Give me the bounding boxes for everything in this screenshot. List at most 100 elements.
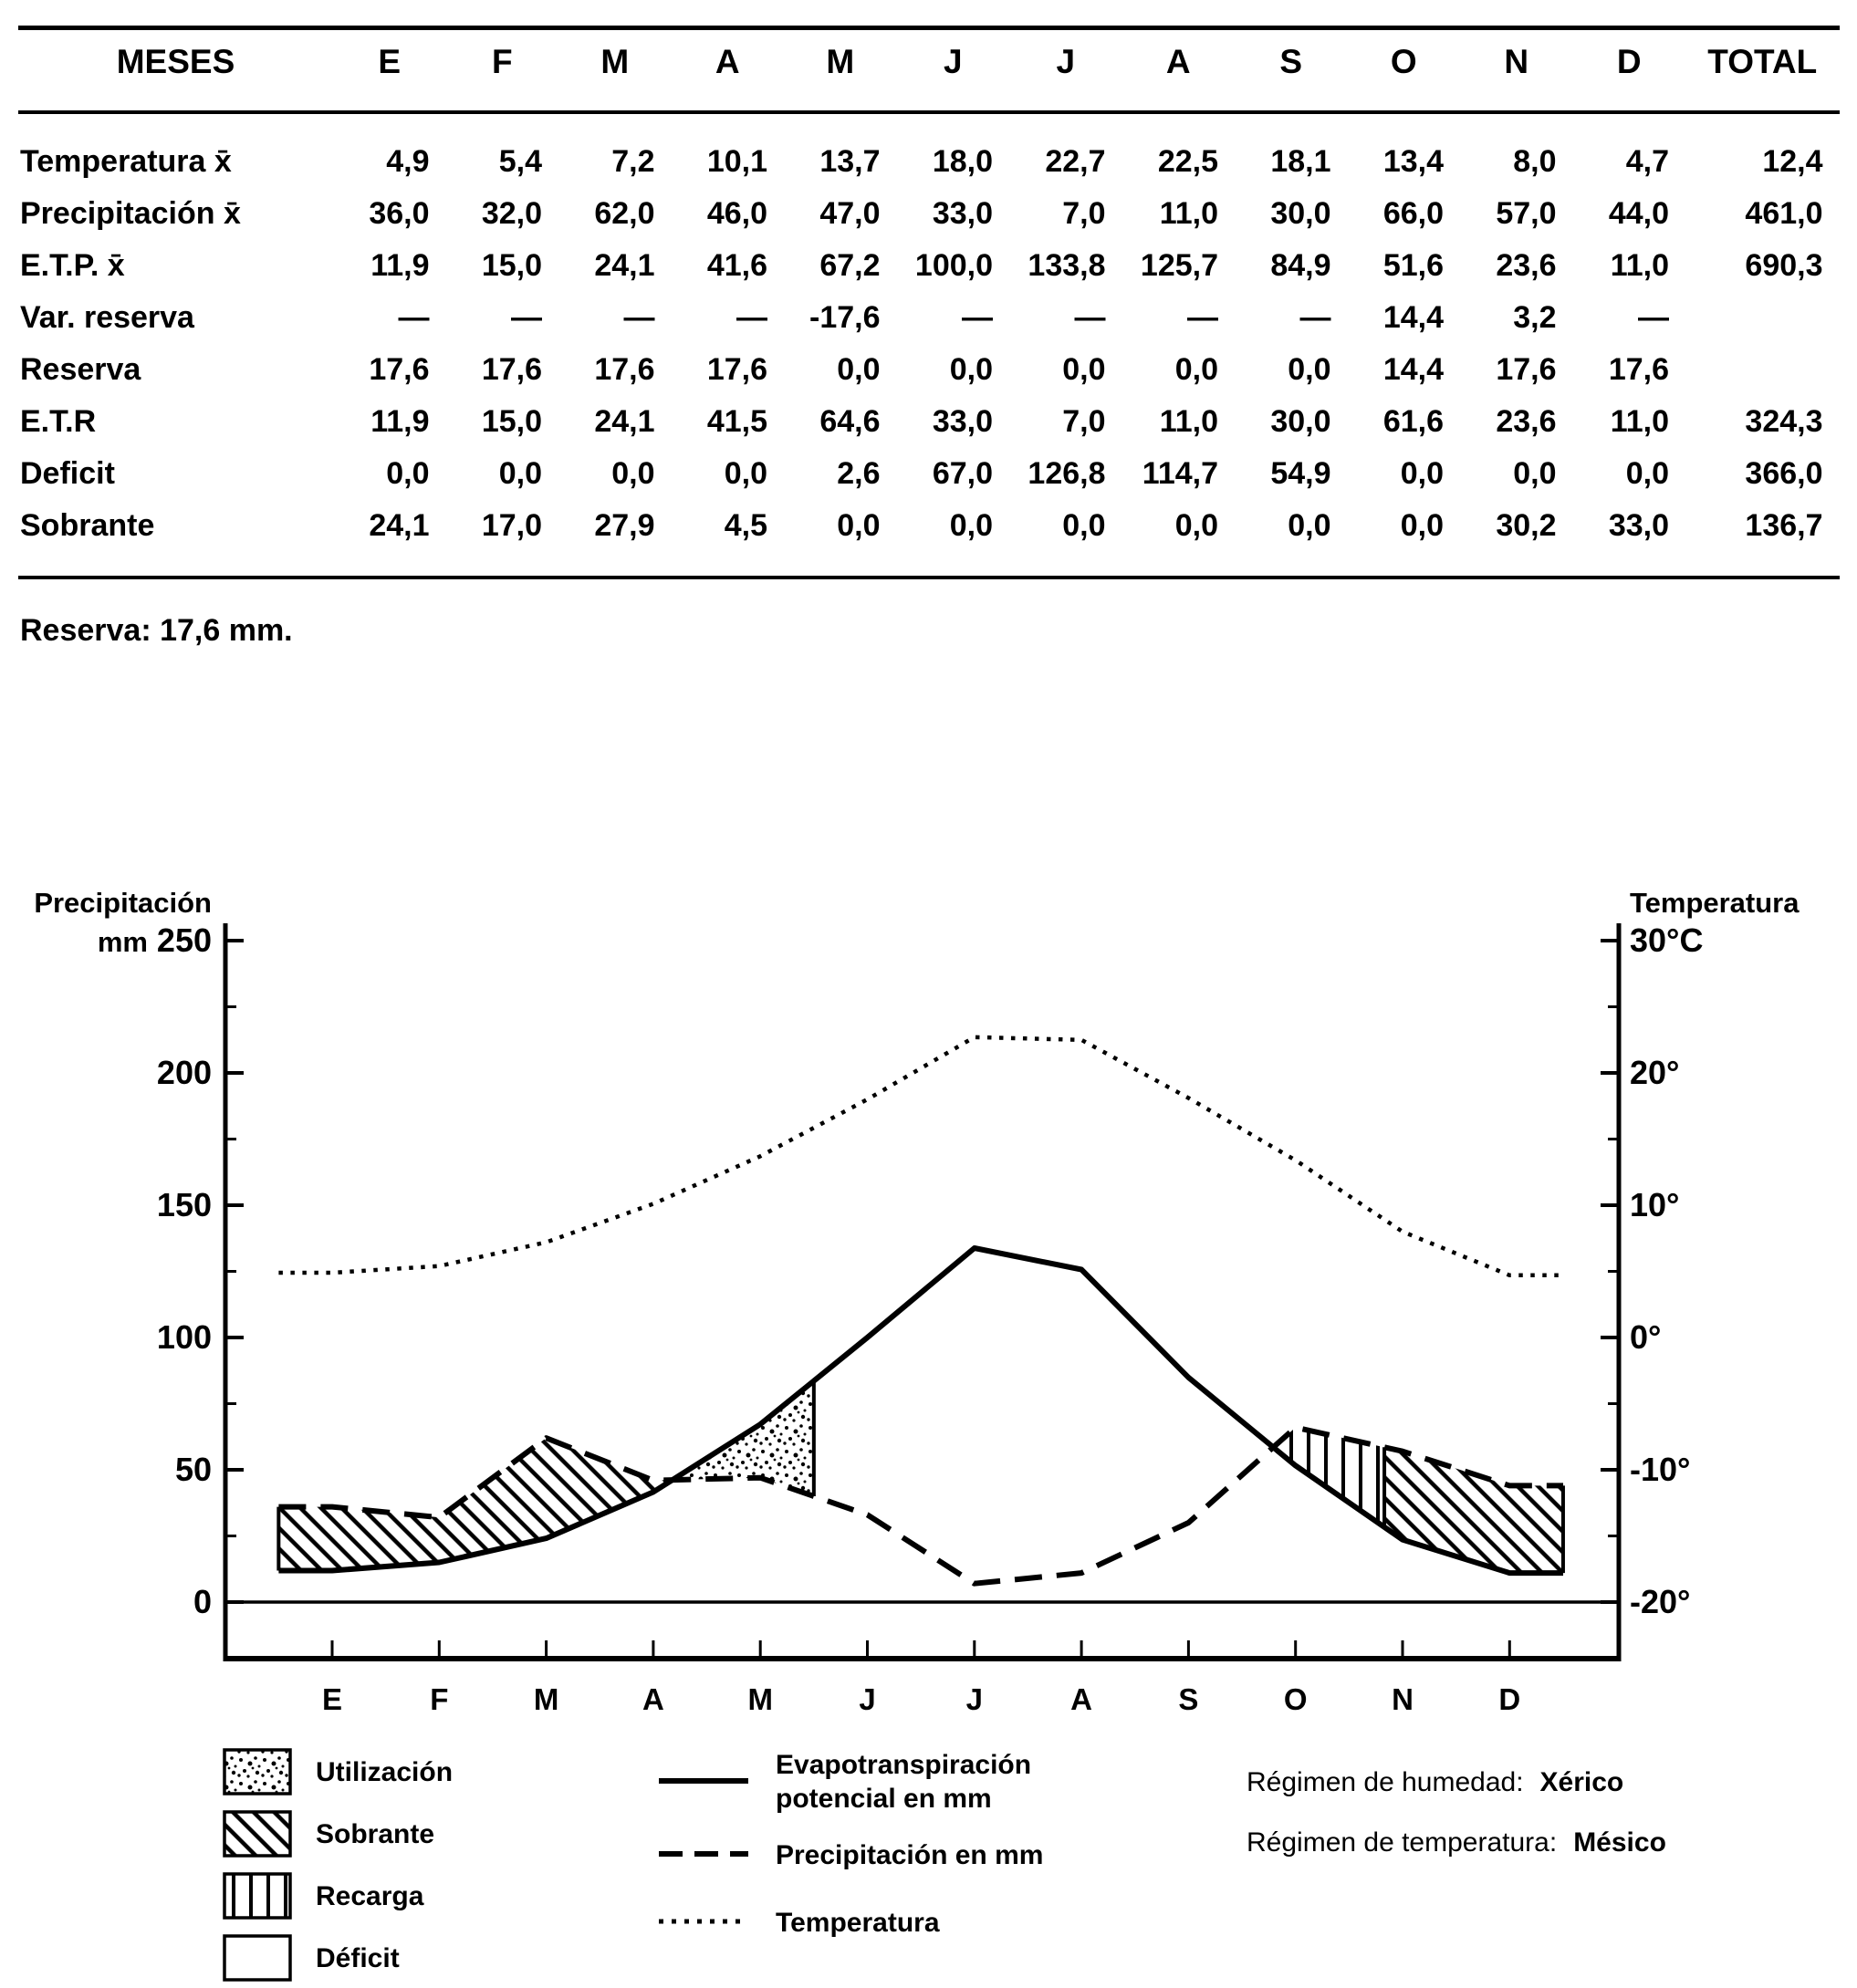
legend-area-label: Utilización [316,1757,453,1787]
left-axis-title: Precipitación [34,887,212,919]
legend-swatch-none [223,1934,292,1982]
column-header: J [896,27,1009,114]
cell-value: 12,4 [1762,144,1823,179]
chart-axes: 250 200 150 100 50 0 30°C 20° 10° 0° -10° -20° Preci… [34,887,1800,1716]
cell-value: 18,0 [932,144,993,179]
column-header: A [1122,27,1235,114]
cell-value: 66,0 [1382,196,1444,231]
cell-value: 30,2 [1496,508,1557,543]
cell-value: 11,0 [1159,404,1218,439]
cell-value: 7,0 [1062,196,1106,231]
area-sobrante [1384,1447,1563,1574]
cell-value: 0,0 [386,456,430,491]
chart-legend: Utilización Sobrante Recarga Déficit Evapotr… [223,1748,1666,1982]
cell-value: 33,0 [1608,508,1669,543]
cell-value: 14,4 [1382,352,1444,387]
cell-value: 0,0 [1625,456,1669,491]
cell-value: 0,0 [611,456,655,491]
cell-value: 44,0 [1608,196,1669,231]
cell-value: -17,6 [809,300,881,335]
left-tick-label: 250 [157,921,212,959]
cell-value: 24,1 [594,404,655,439]
cell-value: 23,6 [1496,248,1557,283]
climate-table: MESES E F M A M J J A S O N D TOTAL Temperatura x̄ 4,9 5… [18,26,1840,579]
month-label: M [747,1682,773,1716]
table-header-row: MESES E F M A M J J A S O N D TOTAL [18,27,1840,114]
cell-value: 136,7 [1745,508,1823,543]
cell-value: 41,5 [706,404,767,439]
cell-value: 0,0 [724,456,767,491]
cell-value: 46,0 [706,196,767,231]
right-tick-label: -20° [1630,1583,1690,1620]
month-label: D [1498,1682,1520,1716]
cell-value: 15,0 [481,404,542,439]
right-tick-label: 10° [1630,1186,1679,1223]
cell-value: — [398,300,430,335]
cell-value: 51,6 [1382,248,1444,283]
legend-line-label: Evapotranspiración potencial en mm [776,1750,1031,1814]
legend-line-label: Precipitación en mm [776,1840,1043,1870]
cell-value: 62,0 [594,196,655,231]
cell-value [1685,344,1840,396]
cell-value: 36,0 [369,196,430,231]
column-header: O [1347,27,1460,114]
cell-value: 461,0 [1745,196,1823,231]
cell-value: 24,1 [369,508,430,543]
cell-value: 15,0 [481,248,542,283]
cell-value: 23,6 [1496,404,1557,439]
cell-value: 4,5 [724,508,767,543]
cell-value: — [962,300,993,335]
cell-value: 11,0 [1610,248,1669,283]
cell-value: 54,9 [1270,456,1331,491]
cell-value: 7,0 [1062,404,1106,439]
cell-value: — [623,300,655,335]
cell-value: 0,0 [1062,508,1106,543]
cell-value: — [1638,300,1669,335]
cell-value: 0,0 [949,508,993,543]
cell-value: 57,0 [1496,196,1557,231]
cell-value: 30,0 [1270,196,1331,231]
row-label: Sobrante [20,508,155,543]
table-row: Precipitación x̄ 36,0 32,0 62,0 46,0 47,0 33,0… [18,188,1840,240]
cell-value: 0,0 [1288,508,1331,543]
cell-value: 2,6 [837,456,881,491]
row-label: Precipitación x̄ [20,196,241,231]
row-label: Reserva [20,352,141,387]
column-header: M [558,27,672,114]
cell-value: 47,0 [819,196,881,231]
cell-value: 14,4 [1382,300,1444,335]
cell-value: 0,0 [498,456,542,491]
cell-value: 27,9 [594,508,655,543]
right-tick-label: 30°C [1630,921,1703,959]
cell-value: 126,8 [1028,456,1106,491]
cell-value: 366,0 [1745,456,1823,491]
table-row: E.T.P. x̄ 11,9 15,0 24,1 41,6 67,2 100,0 133,8 1… [18,240,1840,292]
cell-value: 17,6 [369,352,430,387]
regimen-line: Régimen de temperatura: Mésico [1247,1827,1666,1858]
cell-value: 11,0 [1610,404,1669,439]
water-balance-chart: 250 200 150 100 50 0 30°C 20° 10° 0° -10° -20° Preci… [34,887,1800,1982]
cell-value: 61,6 [1382,404,1444,439]
month-label: A [1070,1682,1092,1716]
cell-value: 690,3 [1745,248,1823,283]
column-header: E [333,27,446,114]
left-tick-label: 0 [193,1583,212,1620]
column-header: N [1460,27,1573,114]
cell-value: 17,6 [706,352,767,387]
month-label: J [966,1682,983,1716]
table-row: Sobrante 24,1 17,0 27,9 4,5 0,0 0,0 0,0 0,0 0,0 0,… [18,500,1840,578]
chart-lines [278,1035,1563,1587]
cell-value: 7,2 [611,144,655,179]
month-label: A [642,1682,664,1716]
left-tick-label: 200 [157,1054,212,1091]
month-label: E [322,1682,342,1716]
cell-value: 13,7 [819,144,881,179]
row-label: E.T.R [20,404,97,439]
cell-value: — [1074,300,1106,335]
legend-area-label: Recarga [316,1881,424,1911]
cell-value: 22,5 [1157,144,1218,179]
column-header: D [1572,27,1685,114]
cell-value: 22,7 [1045,144,1106,179]
temp-line [278,1035,1563,1278]
cell-value: 41,6 [706,248,767,283]
